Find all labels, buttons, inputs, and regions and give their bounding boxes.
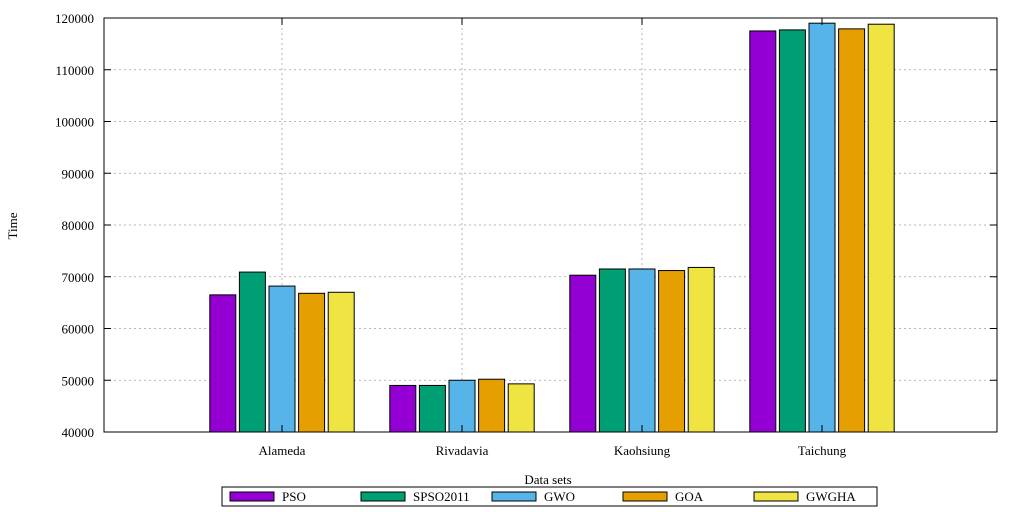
bar-pso-taichung bbox=[749, 30, 777, 433]
y-tick-label: 60000 bbox=[62, 322, 95, 337]
bar-spso2011-kaohsiung bbox=[598, 268, 626, 433]
legend-swatch bbox=[491, 491, 537, 502]
x-axis-label: Data sets bbox=[524, 472, 571, 487]
bars bbox=[209, 22, 895, 433]
legend-label: GWGHA bbox=[806, 489, 856, 504]
bar-pso-rivadavia bbox=[389, 384, 417, 433]
bar-goa-taichung bbox=[838, 28, 866, 433]
x-axis-ticks: Alameda Rivadavia Kaohsiung Taichung bbox=[259, 18, 847, 458]
bar-gwo-rivadavia bbox=[448, 379, 476, 433]
legend-label: PSO bbox=[282, 489, 306, 504]
bar-goa-kaohsiung bbox=[658, 270, 686, 433]
legend-swatch bbox=[360, 491, 406, 502]
bar-spso2011-taichung bbox=[778, 29, 806, 433]
bar-goa-alameda bbox=[298, 292, 326, 433]
bar-pso-kaohsiung bbox=[569, 274, 597, 433]
legend-label: SPSO2011 bbox=[413, 489, 470, 504]
x-tick-label: Rivadavia bbox=[436, 443, 489, 458]
bar-goa-rivadavia bbox=[478, 378, 506, 433]
bar-pso-alameda bbox=[209, 294, 237, 433]
y-tick-label: 90000 bbox=[62, 166, 95, 181]
legend: PSO SPSO2011 GWO GOA GWGHA bbox=[221, 486, 878, 507]
y-axis-ticks: 40000 50000 60000 70000 80000 90000 100000 1100… bbox=[55, 11, 997, 440]
y-tick-label: 40000 bbox=[62, 425, 95, 440]
legend-label: GOA bbox=[675, 489, 704, 504]
legend-swatch bbox=[622, 491, 668, 502]
y-tick-label: 50000 bbox=[62, 373, 95, 388]
bar-gwgha-alameda bbox=[327, 291, 355, 433]
bar-gwo-kaohsiung bbox=[628, 268, 656, 433]
bar-gwgha-rivadavia bbox=[507, 383, 535, 433]
bar-gwo-alameda bbox=[268, 285, 296, 433]
x-tick-label: Taichung bbox=[798, 443, 847, 458]
legend-label: GWO bbox=[544, 489, 575, 504]
y-tick-label: 110000 bbox=[55, 63, 94, 78]
bar-spso2011-rivadavia bbox=[418, 384, 446, 433]
y-tick-label: 120000 bbox=[55, 11, 94, 26]
bar-spso2011-alameda bbox=[238, 271, 266, 433]
y-tick-label: 100000 bbox=[55, 115, 94, 130]
y-tick-label: 70000 bbox=[62, 270, 95, 285]
bar-gwgha-taichung bbox=[867, 23, 895, 433]
x-tick-label: Alameda bbox=[259, 443, 306, 458]
y-tick-label: 80000 bbox=[62, 218, 95, 233]
bar-gwgha-kaohsiung bbox=[687, 266, 715, 433]
y-axis-label: Time bbox=[5, 212, 20, 239]
legend-swatch bbox=[229, 491, 275, 502]
bar-gwo-taichung bbox=[808, 22, 836, 433]
x-tick-label: Kaohsiung bbox=[614, 443, 671, 458]
legend-swatch bbox=[753, 491, 799, 502]
